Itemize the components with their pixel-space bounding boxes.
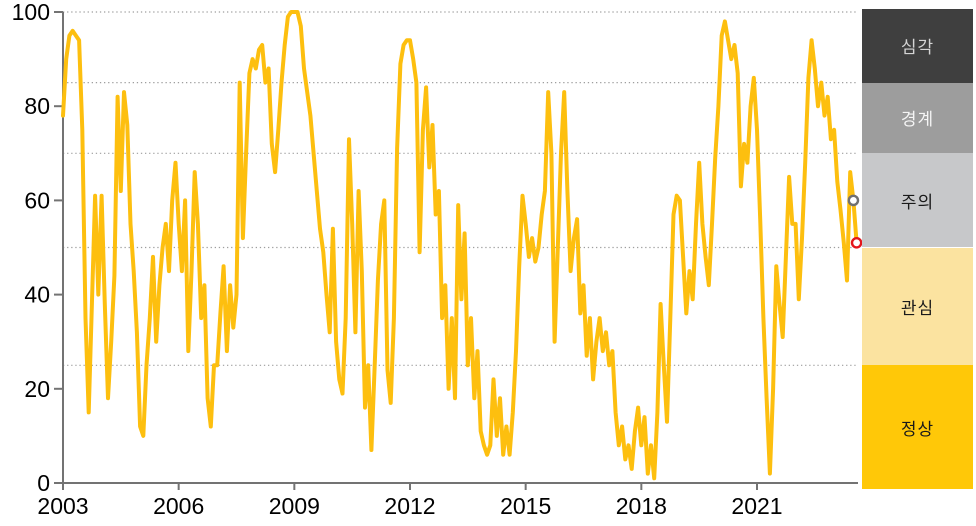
x-tick-label: 2003: [37, 493, 88, 519]
y-tick-label: 100: [12, 0, 50, 25]
x-tick-label: 2021: [731, 493, 782, 519]
y-tick-label: 40: [24, 282, 50, 308]
zone-caution: 주의: [862, 153, 973, 248]
x-tick-label: 2006: [153, 493, 204, 519]
y-tick-label: 20: [24, 376, 50, 402]
x-tick-label: 2012: [384, 493, 435, 519]
y-tick-label: 60: [24, 187, 50, 213]
x-tick-label: 2009: [269, 493, 320, 519]
index-line: [61, 10, 859, 481]
zone-attention: 관심: [862, 247, 973, 366]
y-tick-label: 80: [24, 93, 50, 119]
x-tick-label: 2018: [616, 493, 667, 519]
previous-point-marker: [847, 194, 860, 207]
y-tick-label: 0: [37, 470, 50, 496]
x-tick-label: 2015: [500, 493, 551, 519]
zone-alert: 경계: [862, 82, 973, 154]
latest-point-marker: [850, 236, 863, 249]
zone-severe: 심각: [862, 9, 973, 83]
zone-normal: 정상: [862, 365, 973, 489]
